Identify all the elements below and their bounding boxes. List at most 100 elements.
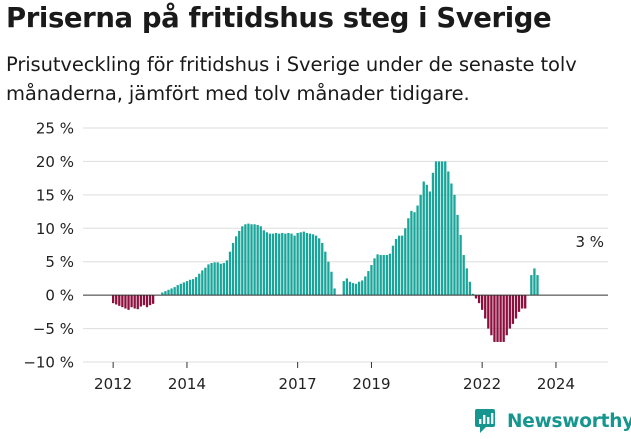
bar <box>278 233 281 296</box>
bar <box>471 293 475 296</box>
y-tick-label: 0 % <box>45 287 74 305</box>
bar <box>462 255 465 296</box>
bars <box>112 161 539 342</box>
bar <box>216 262 219 296</box>
y-tick-label: −5 % <box>33 320 74 338</box>
bar <box>511 295 515 324</box>
bar <box>262 230 265 296</box>
bar <box>348 281 352 296</box>
bar <box>268 233 272 296</box>
bar <box>210 263 213 296</box>
bar <box>127 295 130 310</box>
bar <box>259 226 262 296</box>
chart-title: Priserna på fritidshus steg i Sverige <box>6 2 552 34</box>
bar <box>121 295 124 308</box>
y-tick-label: 20 % <box>36 153 74 171</box>
x-tick-label: 2012 <box>94 375 132 393</box>
bar <box>118 295 121 306</box>
bar <box>536 275 539 296</box>
bar <box>490 295 493 336</box>
bar <box>271 233 275 296</box>
bar <box>441 161 444 296</box>
bar <box>256 224 259 296</box>
y-tick-label: 25 % <box>36 120 74 138</box>
bar <box>244 224 247 296</box>
bar <box>265 232 269 296</box>
bar <box>354 283 358 296</box>
bar <box>351 283 355 296</box>
gridlines <box>83 127 608 363</box>
x-tick-label: 2019 <box>352 375 390 393</box>
bar <box>290 233 293 296</box>
bar <box>407 218 410 296</box>
x-tick-label: 2017 <box>279 375 317 393</box>
bar <box>222 263 225 296</box>
bar <box>201 270 204 296</box>
bar <box>520 295 524 309</box>
bar <box>367 271 370 296</box>
bar <box>284 233 287 296</box>
bar <box>477 295 481 304</box>
brand-logo: Newsworthy <box>474 408 631 434</box>
bar <box>508 295 511 329</box>
bar <box>318 238 321 296</box>
bar <box>431 172 435 296</box>
bar <box>293 235 296 296</box>
y-tick-label: 15 % <box>36 186 74 204</box>
bar <box>422 181 425 296</box>
bar <box>496 295 499 342</box>
bar <box>358 281 361 296</box>
bar <box>447 171 450 296</box>
bar <box>502 295 505 342</box>
bar <box>179 283 182 296</box>
bar <box>524 295 527 309</box>
bar <box>379 255 382 296</box>
y-tick-label: 10 % <box>36 220 74 238</box>
bar <box>505 295 508 336</box>
bar <box>342 281 345 296</box>
bar <box>207 264 210 296</box>
bar <box>514 295 518 319</box>
bar <box>311 234 315 296</box>
bar <box>517 295 521 312</box>
annotation-label: 3 % <box>575 233 604 251</box>
y-tick-label: −10 % <box>23 354 74 372</box>
bar <box>419 194 422 296</box>
bar <box>185 281 189 296</box>
bar <box>345 278 348 296</box>
bar <box>434 161 438 296</box>
bar <box>327 261 330 296</box>
bar <box>330 271 333 296</box>
bar <box>112 295 115 304</box>
bar <box>176 285 179 296</box>
bar <box>308 233 312 296</box>
bar <box>142 295 146 306</box>
bar <box>397 235 401 296</box>
bar <box>305 232 309 296</box>
bar <box>388 253 392 296</box>
bar <box>115 295 118 305</box>
bar <box>437 161 441 296</box>
bar <box>241 226 244 296</box>
bar <box>198 273 201 296</box>
bar <box>148 295 152 306</box>
bar <box>530 275 533 296</box>
bar <box>474 295 478 299</box>
bar <box>170 288 173 296</box>
bar <box>167 289 170 296</box>
bar <box>487 295 490 329</box>
bar <box>484 295 487 319</box>
bar <box>416 205 419 296</box>
bar <box>302 231 305 296</box>
bar <box>299 232 302 296</box>
bar <box>410 210 413 296</box>
bar <box>382 255 385 296</box>
bar <box>324 251 327 296</box>
bar <box>281 232 284 296</box>
bar <box>151 295 155 304</box>
bar <box>164 291 167 296</box>
bar <box>373 258 376 296</box>
bar <box>391 245 395 296</box>
bar <box>533 268 536 296</box>
bar <box>188 279 192 296</box>
